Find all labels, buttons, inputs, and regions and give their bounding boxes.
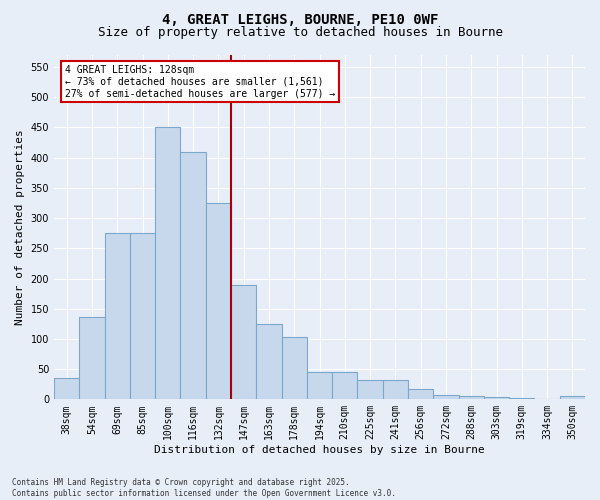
Bar bbox=[281, 337, 307, 400]
Bar bbox=[307, 372, 332, 400]
Text: Size of property relative to detached houses in Bourne: Size of property relative to detached ho… bbox=[97, 26, 503, 39]
Bar bbox=[358, 380, 383, 400]
Bar bbox=[206, 203, 231, 400]
Bar bbox=[484, 397, 509, 400]
Bar bbox=[433, 394, 458, 400]
Text: 4 GREAT LEIGHS: 128sqm
← 73% of detached houses are smaller (1,561)
27% of semi-: 4 GREAT LEIGHS: 128sqm ← 73% of detached… bbox=[65, 66, 335, 98]
Bar bbox=[231, 284, 256, 400]
Bar bbox=[256, 324, 281, 400]
Bar bbox=[332, 372, 358, 400]
Text: 4, GREAT LEIGHS, BOURNE, PE10 0WF: 4, GREAT LEIGHS, BOURNE, PE10 0WF bbox=[162, 12, 438, 26]
Bar bbox=[383, 380, 408, 400]
Bar bbox=[408, 389, 433, 400]
Bar bbox=[458, 396, 484, 400]
Bar bbox=[79, 316, 104, 400]
Bar bbox=[104, 233, 130, 400]
Bar bbox=[181, 152, 206, 400]
Text: Contains HM Land Registry data © Crown copyright and database right 2025.
Contai: Contains HM Land Registry data © Crown c… bbox=[12, 478, 396, 498]
Bar bbox=[54, 378, 79, 400]
Bar bbox=[560, 396, 585, 400]
Bar bbox=[155, 128, 181, 400]
Bar bbox=[535, 398, 560, 400]
Bar bbox=[130, 233, 155, 400]
Y-axis label: Number of detached properties: Number of detached properties bbox=[15, 130, 25, 325]
Bar bbox=[509, 398, 535, 400]
X-axis label: Distribution of detached houses by size in Bourne: Distribution of detached houses by size … bbox=[154, 445, 485, 455]
